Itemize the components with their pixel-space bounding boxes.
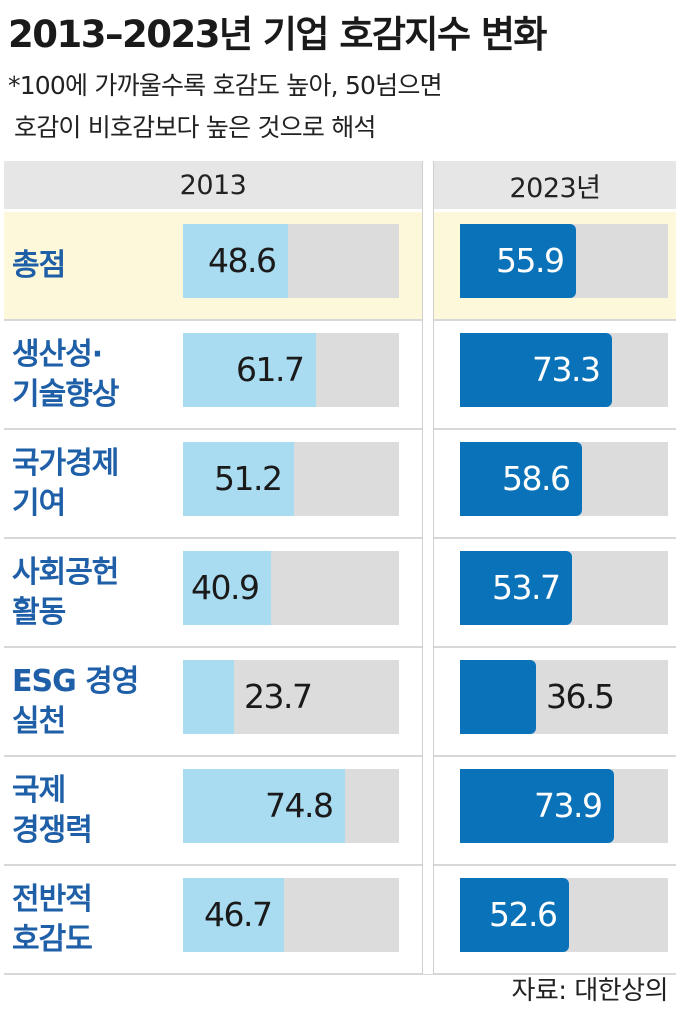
category-label: 총점 (12, 246, 66, 286)
chart-note-line-1: *100에 가까울수록 호감도 높아, 50넘으면 (8, 71, 443, 100)
category-label-line: 전반적 (12, 881, 93, 917)
bar-2023 (460, 224, 576, 298)
source-credit: 자료: 대한상의 (511, 976, 668, 1006)
value-label-2013: 74.8 (265, 786, 334, 825)
category-label-line: ESG 경영 (12, 663, 139, 699)
category-label-line: 사회공헌 (12, 554, 119, 590)
value-label-2013: 61.7 (236, 350, 305, 389)
bar-2023 (460, 442, 582, 516)
chart-row: 생산성· 기술향상 61.7 73.3 (0, 321, 680, 430)
value-label-2013: 48.6 (208, 241, 277, 280)
column-header-2013: 2013 (4, 161, 422, 209)
category-label-line: 국가경제 (12, 445, 119, 481)
bar-track-2013: 40.9 (183, 551, 399, 625)
bar-2013 (183, 660, 234, 734)
bar-2023 (460, 878, 569, 952)
category-label-line: 활동 (12, 594, 66, 630)
row-separator (4, 646, 676, 648)
bar-track-2013: 51.2 (183, 442, 399, 516)
bar-track-2013: 48.6 (183, 224, 399, 298)
category-label-line: 기여 (12, 485, 66, 521)
bar-2023 (460, 769, 614, 843)
bar-2023 (460, 333, 612, 407)
category-label-line: 경쟁력 (12, 812, 93, 848)
bar-track-2023: 53.7 (460, 551, 668, 625)
value-label-2023: 73.9 (534, 786, 603, 825)
bar-track-2013: 61.7 (183, 333, 399, 407)
value-label-2013: 51.2 (214, 459, 283, 498)
bar-2013 (183, 878, 284, 952)
category-label-line: 실천 (12, 703, 66, 739)
category-label-line: 국제 (12, 772, 66, 808)
chart-row: 총점 48.6 55.9 (0, 212, 680, 321)
bar-track-2023: 55.9 (460, 224, 668, 298)
value-label-2013: 23.7 (244, 677, 313, 716)
value-label-2023: 73.3 (532, 350, 601, 389)
category-label-line: 생산성· (12, 336, 103, 372)
bar-track-2023: 73.3 (460, 333, 668, 407)
bar-track-2023: 58.6 (460, 442, 668, 516)
bar-2013 (183, 551, 271, 625)
value-label-2023: 52.6 (489, 895, 558, 934)
column-divider (422, 161, 434, 974)
bar-2013 (183, 224, 288, 298)
bar-track-2023: 52.6 (460, 878, 668, 952)
bar-2013 (183, 333, 316, 407)
row-separator (4, 428, 676, 430)
category-label-line: 호감도 (12, 921, 93, 957)
column-header-2023: 2023년 (434, 161, 676, 209)
row-separator (4, 319, 676, 321)
row-separator (4, 755, 676, 757)
category-label-line: 총점 (12, 247, 66, 283)
category-label: 생산성· 기술향상 (12, 335, 119, 415)
value-label-2023: 53.7 (492, 568, 561, 607)
value-label-2013: 40.9 (191, 568, 260, 607)
chart-note-line-2: 호감이 비호감보다 높은 것으로 해석 (14, 113, 376, 142)
bar-2013 (183, 442, 294, 516)
value-label-2023: 36.5 (546, 677, 615, 716)
value-label-2023: 58.6 (502, 459, 571, 498)
row-separator (4, 864, 676, 866)
bar-track-2013: 23.7 (183, 660, 399, 734)
value-label-2013: 46.7 (204, 895, 273, 934)
bar-2013 (183, 769, 345, 843)
bar-track-2013: 46.7 (183, 878, 399, 952)
row-separator (4, 973, 676, 975)
bar-track-2023: 73.9 (460, 769, 668, 843)
chart-title: 2013–2023년 기업 호감지수 변화 (8, 13, 547, 56)
bar-track-2023: 36.5 (460, 660, 668, 734)
row-separator (4, 537, 676, 539)
bar-track-2013: 74.8 (183, 769, 399, 843)
category-label-line: 기술향상 (12, 376, 119, 412)
bar-2023 (460, 660, 536, 734)
bar-2023 (460, 551, 572, 625)
value-label-2023: 55.9 (496, 241, 565, 280)
